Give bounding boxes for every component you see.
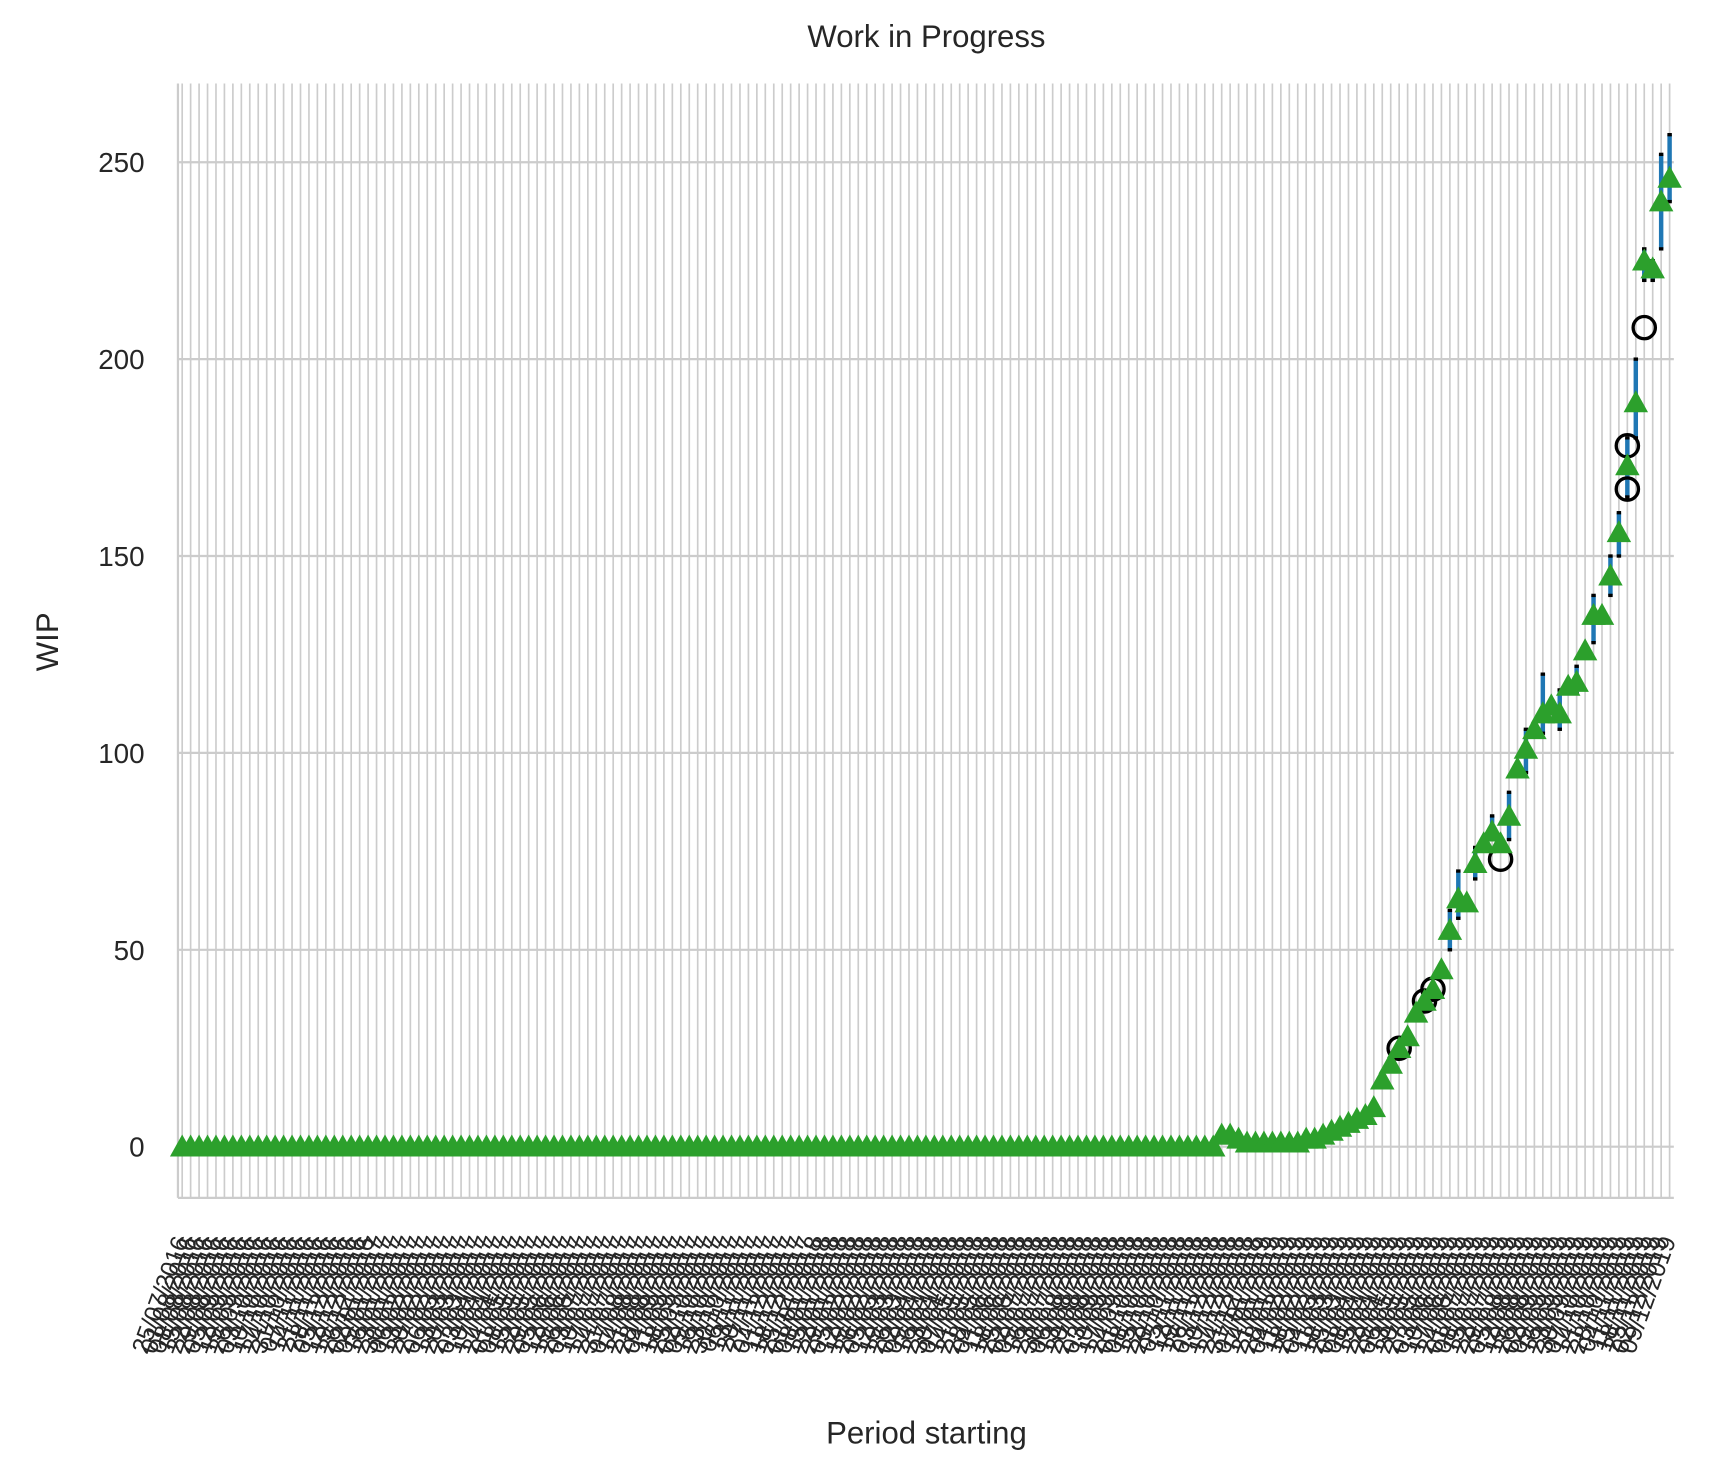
mean-marker: [1412, 988, 1437, 1011]
mean-marker: [1505, 756, 1530, 779]
mean-marker: [1454, 890, 1480, 913]
y-tick-label: 150: [98, 541, 144, 572]
mean-marker: [1572, 638, 1598, 661]
mean-marker: [1370, 1067, 1395, 1090]
x-axis-label: Period starting: [826, 1416, 1027, 1451]
marks: [169, 133, 1682, 1157]
mean-marker: [1361, 1095, 1387, 1118]
mean-marker: [1462, 850, 1488, 873]
mean-marker: [1615, 453, 1640, 476]
mean-marker: [1403, 1000, 1429, 1023]
y-tick-label: 50: [114, 935, 145, 966]
mean-marker: [1437, 917, 1463, 940]
mean-marker: [1606, 520, 1632, 543]
mean-marker: [1598, 563, 1623, 586]
mean-marker: [1420, 976, 1446, 999]
mean-marker: [1429, 957, 1454, 980]
mean-marker: [1640, 256, 1665, 279]
mean-marker: [1648, 189, 1674, 212]
mean-marker: [1378, 1051, 1403, 1074]
mean-marker: [1471, 831, 1496, 854]
mean-marker: [1589, 602, 1615, 625]
flier: [1631, 314, 1658, 341]
mean-marker: [1657, 165, 1682, 188]
y-tick-label: 0: [129, 1132, 144, 1163]
y-tick-label: 250: [98, 147, 144, 178]
mean-marker: [1386, 1036, 1412, 1059]
mean-marker: [1513, 736, 1539, 759]
mean-marker: [1496, 803, 1522, 826]
mean-marker: [1564, 669, 1589, 692]
mean-marker: [1522, 717, 1547, 740]
mean-marker: [1395, 1024, 1420, 1047]
y-tick-label: 100: [98, 738, 144, 769]
chart-title: Work in Progress: [807, 19, 1045, 54]
mean-marker: [1200, 1134, 1226, 1157]
y-tick-label: 200: [98, 344, 144, 375]
mean-marker: [1547, 701, 1572, 724]
mean-marker: [1623, 390, 1649, 413]
y-axis-label: WIP: [30, 612, 65, 671]
flier: [1614, 476, 1641, 502]
grid: [176, 83, 1674, 1199]
mean-marker: [1488, 831, 1513, 854]
